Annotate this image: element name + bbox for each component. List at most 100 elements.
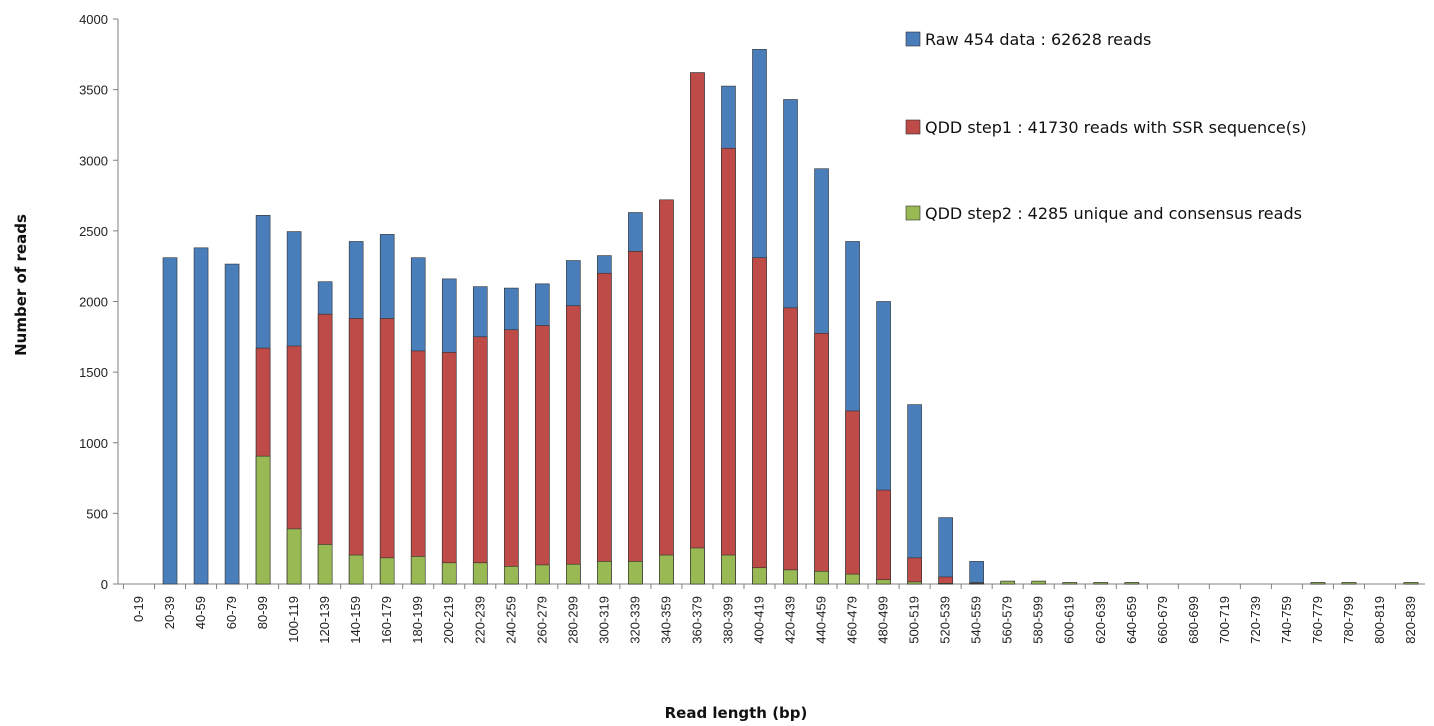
bar (503, 329, 519, 585)
x-tick-label: 360-379 (689, 596, 704, 644)
x-tick-label: 500-519 (907, 596, 922, 644)
bar (224, 263, 240, 585)
x-tick-label: 400-419 (751, 596, 766, 644)
bar (1341, 582, 1357, 585)
bar (1403, 582, 1419, 585)
x-tick-label: 0-19 (131, 596, 146, 622)
series-3 (255, 455, 1419, 585)
x-tick-label: 60-79 (224, 596, 239, 629)
x-tick-label: 440-459 (814, 596, 829, 644)
x-tick-label: 80-99 (255, 596, 270, 629)
bar (845, 573, 860, 585)
x-tick-label: 720-739 (1248, 596, 1263, 644)
bar (907, 581, 922, 585)
bar (1062, 582, 1078, 585)
x-tick-label: 220-239 (472, 596, 487, 644)
y-axis-title: Number of reads (12, 214, 30, 356)
bar (721, 147, 736, 585)
bar (752, 257, 767, 585)
legend: Raw 454 data : 62628 reads QDD step1 : 41… (905, 30, 1307, 223)
bar (503, 566, 519, 585)
x-tick-label: 100-119 (286, 596, 301, 643)
bar (1310, 582, 1326, 585)
x-tick-label: 280-299 (565, 596, 580, 644)
x-tick-label: 800-819 (1372, 596, 1387, 644)
y-tick-label: 2500 (79, 224, 108, 239)
bar (628, 251, 643, 585)
x-tick-label: 520-539 (938, 596, 953, 644)
bar (379, 318, 395, 585)
x-tick-label: 320-339 (627, 596, 642, 644)
bar (938, 582, 953, 585)
x-tick-label: 760-779 (1310, 596, 1325, 644)
legend-swatch (905, 205, 921, 221)
bar (535, 564, 550, 585)
x-tick-label: 160-179 (379, 596, 394, 644)
bar (286, 528, 302, 585)
y-tick-label: 0 (101, 577, 108, 592)
x-tick-label: 180-199 (410, 596, 425, 644)
bar (628, 561, 643, 585)
bar (441, 562, 457, 585)
y-tick-label: 1000 (79, 436, 108, 451)
bar (907, 557, 922, 585)
x-tick-label: 460-479 (845, 596, 860, 644)
x-tick-label: 700-719 (1217, 596, 1232, 644)
y-tick-label: 3000 (79, 153, 108, 168)
y-tick-label: 2000 (79, 295, 108, 310)
x-tick-label: 560-579 (1000, 596, 1015, 644)
bar (721, 554, 736, 585)
x-tick-label: 240-259 (503, 596, 518, 644)
y-tick-label: 1500 (79, 365, 108, 380)
bar (348, 554, 364, 585)
bar (876, 579, 891, 585)
legend-label: QDD step1 : 41730 reads with SSR sequenc… (925, 118, 1307, 137)
y-tick-label: 3500 (79, 83, 108, 98)
x-tick-label: 780-799 (1341, 596, 1356, 644)
bar (876, 489, 891, 585)
y-axis: 0 500 1000 1500 2000 2500 3000 3500 4000 (79, 12, 119, 592)
bar (410, 556, 426, 585)
bar (659, 554, 674, 585)
x-tick-label: 660-679 (1155, 596, 1170, 644)
bar (255, 455, 271, 585)
bar (969, 582, 984, 585)
bar (162, 257, 178, 585)
bar (566, 305, 581, 585)
x-tick-label: 40-59 (193, 596, 208, 629)
bar (783, 307, 798, 585)
legend-label: Raw 454 data : 62628 reads (925, 30, 1151, 49)
bar (969, 561, 984, 585)
bar (938, 576, 953, 585)
bar (317, 313, 333, 585)
bar (690, 72, 705, 585)
bar (348, 318, 364, 585)
x-tick-label: 380-399 (720, 596, 735, 644)
bar (566, 563, 581, 585)
x-tick-label: 140-159 (348, 596, 363, 644)
bar (814, 332, 829, 585)
x-tick-label: 620-639 (1093, 596, 1108, 644)
x-tick-label: 300-319 (596, 596, 611, 644)
bar (317, 544, 333, 585)
bar (472, 562, 488, 585)
bar (410, 350, 426, 585)
x-tick-label: 120-139 (317, 596, 332, 644)
x-tick-label: 680-699 (1186, 596, 1201, 644)
x-axis: 0-19 20-39 40-59 60-79 80-99 100-119 120-139 14… (118, 583, 1425, 644)
bar (938, 517, 953, 585)
bar (597, 561, 612, 585)
bar (1000, 580, 1015, 585)
bar (1124, 582, 1140, 585)
bar (597, 272, 612, 585)
bar (690, 547, 705, 585)
x-tick-label: 20-39 (162, 596, 177, 629)
bar (814, 570, 829, 585)
bar (659, 199, 674, 585)
x-tick-label: 640-659 (1124, 596, 1139, 644)
x-tick-label: 600-619 (1062, 596, 1077, 644)
x-tick-label: 480-499 (876, 596, 891, 644)
bar (379, 557, 395, 585)
bar (535, 325, 550, 585)
